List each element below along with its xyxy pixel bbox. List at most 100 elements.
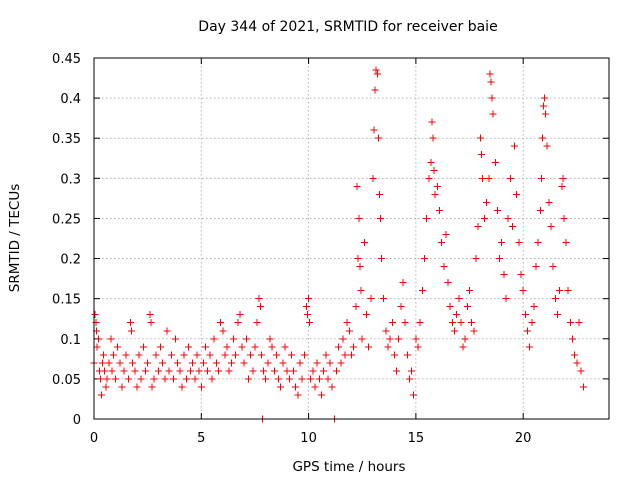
- data-point: [380, 295, 388, 303]
- data-point: [562, 239, 570, 247]
- data-point: [488, 94, 496, 102]
- data-point: [150, 375, 158, 383]
- data-point: [545, 198, 553, 206]
- data-point: [144, 359, 152, 367]
- data-point: [245, 375, 252, 383]
- data-point: [256, 303, 264, 311]
- data-point: [202, 343, 210, 351]
- data-point: [304, 311, 312, 319]
- data-point: [556, 287, 564, 295]
- data-point: [128, 327, 136, 335]
- x-axis-label: GPS time / hours: [292, 459, 405, 475]
- data-point: [459, 343, 467, 351]
- data-point: [547, 222, 555, 230]
- data-point: [133, 383, 141, 391]
- data-point: [343, 319, 351, 327]
- data-point: [332, 367, 340, 375]
- data-point: [317, 391, 325, 399]
- data-point: [159, 359, 167, 367]
- data-point: [399, 279, 407, 287]
- data-point: [197, 383, 205, 391]
- data-point: [176, 367, 184, 375]
- data-point: [147, 319, 155, 327]
- x-axis-tick-labels: 0 5 10 15 20: [90, 431, 532, 446]
- data-point: [187, 367, 195, 375]
- data-point: [294, 391, 302, 399]
- data-point: [491, 158, 499, 166]
- data-point: [210, 335, 218, 343]
- y-tick-label: 0.1: [60, 333, 81, 348]
- data-point: [137, 375, 145, 383]
- data-point: [139, 343, 147, 351]
- data-point: [249, 367, 257, 375]
- data-point: [429, 134, 437, 142]
- data-point: [358, 335, 366, 343]
- data-point: [504, 214, 512, 222]
- data-point: [493, 206, 501, 214]
- data-point: [129, 359, 137, 367]
- data-point: [154, 367, 162, 375]
- data-point: [540, 102, 548, 110]
- data-point: [526, 343, 534, 351]
- x-tick-label: 5: [197, 431, 205, 446]
- data-point: [255, 295, 263, 303]
- data-point: [315, 375, 323, 383]
- data-point: [354, 255, 362, 263]
- plot-frame: [93, 57, 610, 420]
- y-tick-label: 0.45: [52, 52, 81, 67]
- data-point: [390, 351, 398, 359]
- data-point: [180, 351, 188, 359]
- data-point: [345, 327, 353, 335]
- data-point: [229, 335, 237, 343]
- data-point: [428, 118, 436, 126]
- data-point: [122, 351, 130, 359]
- data-point: [412, 335, 420, 343]
- data-point: [227, 359, 235, 367]
- data-point: [124, 375, 132, 383]
- data-point: [408, 367, 416, 375]
- data-point: [420, 255, 428, 263]
- data-point: [376, 214, 384, 222]
- data-point: [257, 351, 265, 359]
- data-point: [191, 375, 199, 383]
- data-point: [463, 303, 471, 311]
- data-point: [287, 351, 295, 359]
- data-point: [152, 351, 160, 359]
- data-point: [91, 311, 99, 319]
- data-point: [165, 367, 173, 375]
- data-point: [114, 343, 122, 351]
- data-point: [328, 383, 336, 391]
- data-point: [101, 367, 109, 375]
- data-point: [298, 375, 306, 383]
- data-point: [519, 287, 527, 295]
- data-point: [427, 158, 435, 166]
- data-point: [238, 343, 246, 351]
- data-point: [478, 174, 486, 182]
- data-point: [384, 343, 392, 351]
- data-point: [453, 311, 461, 319]
- data-point: [199, 359, 207, 367]
- data-point: [223, 343, 231, 351]
- data-point: [350, 343, 358, 351]
- data-point: [476, 134, 484, 142]
- data-point: [353, 182, 361, 190]
- data-point: [326, 359, 334, 367]
- y-tick-label: 0.3: [60, 172, 81, 187]
- data-point: [370, 126, 378, 134]
- data-point: [360, 239, 368, 247]
- data-point: [440, 263, 448, 271]
- data-point: [451, 327, 458, 335]
- data-point: [542, 110, 550, 118]
- data-point: [182, 375, 190, 383]
- data-point: [378, 255, 386, 263]
- data-point: [305, 295, 313, 303]
- x-tick-label: 15: [408, 431, 425, 446]
- y-tick-label: 0.25: [52, 212, 81, 227]
- data-point: [569, 335, 577, 343]
- data-point: [283, 367, 291, 375]
- data-point: [339, 335, 347, 343]
- data-point: [281, 343, 289, 351]
- data-point: [111, 375, 119, 383]
- data-point: [131, 367, 139, 375]
- data-point: [543, 142, 551, 150]
